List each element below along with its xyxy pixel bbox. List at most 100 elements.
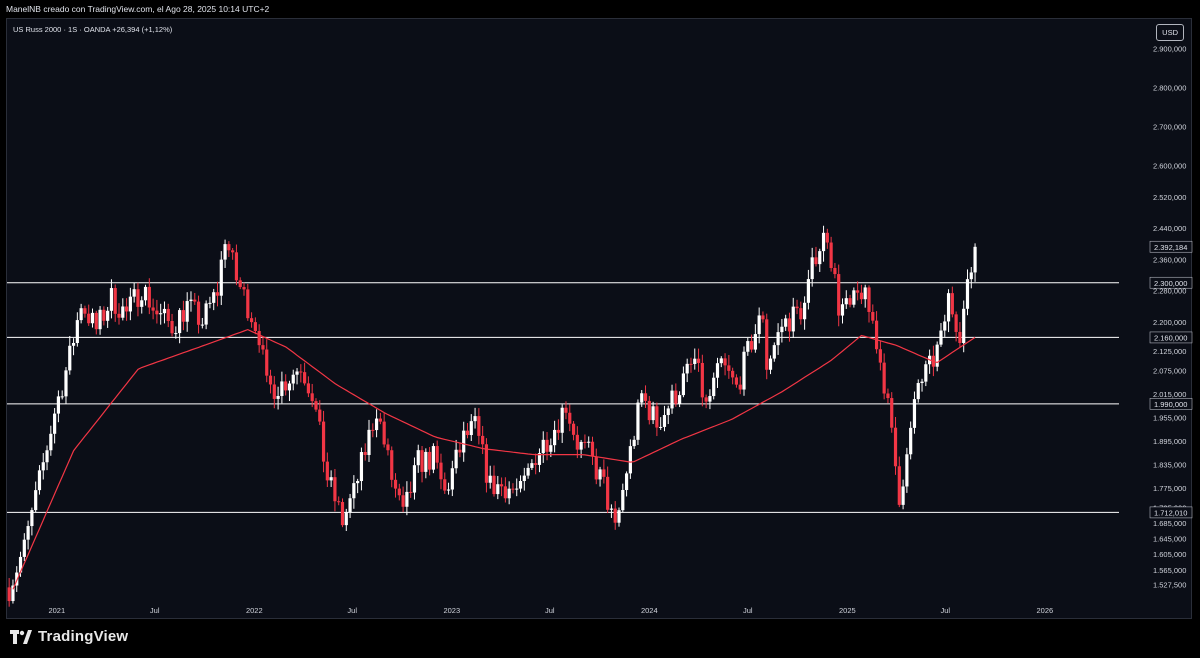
candle-body	[337, 501, 341, 503]
candle-body	[723, 358, 727, 366]
candle-body	[791, 306, 795, 332]
price-axis-label: 2.200,000	[1153, 318, 1186, 327]
candle-body	[886, 393, 890, 399]
candle-body	[424, 451, 428, 472]
level-price-tag: 2.160,000	[1154, 333, 1187, 342]
candle-body	[878, 349, 882, 363]
symbol-legend[interactable]: US Russ 2000 · 1S · OANDA +26,394 (+1,12…	[13, 25, 173, 34]
candle-body	[193, 299, 197, 302]
candle-body	[583, 441, 587, 443]
candle-body	[253, 322, 257, 331]
candle-body	[49, 433, 53, 451]
candle-body	[526, 467, 530, 476]
candle-body	[708, 396, 712, 402]
candle-body	[166, 308, 170, 322]
candle-body	[825, 232, 829, 243]
candle-body	[946, 293, 951, 322]
price-axis-label: 2.360,000	[1153, 255, 1186, 264]
candle-body	[64, 370, 68, 397]
candle-body	[545, 439, 549, 452]
candle-body	[284, 381, 288, 391]
candle-body	[515, 488, 519, 490]
candle-body	[685, 363, 689, 374]
candle-body	[208, 302, 212, 304]
candles-layer	[7, 225, 977, 607]
candle-body	[223, 244, 227, 260]
candle-body	[749, 341, 754, 350]
candle-body	[624, 473, 629, 491]
candle-body	[731, 370, 735, 378]
candle-body	[374, 418, 379, 431]
candle-body	[696, 358, 701, 363]
candle-body	[128, 296, 132, 312]
candle-body	[780, 326, 784, 333]
time-axis-label: 2021	[48, 606, 65, 615]
price-axis-label: 1.565,000	[1153, 566, 1186, 575]
candle-body	[598, 469, 602, 480]
candle-body	[378, 418, 382, 422]
candle-body	[742, 351, 746, 390]
candle-body	[465, 430, 470, 436]
candle-body	[106, 310, 110, 321]
candle-body	[560, 407, 564, 433]
candle-body	[325, 461, 329, 481]
price-axis-label: 2.440,000	[1153, 224, 1186, 233]
level-price-tag: 2.300,000	[1154, 279, 1187, 288]
candle-body	[564, 407, 568, 413]
candle-body	[806, 279, 810, 303]
candle-body	[181, 310, 186, 322]
candle-body	[499, 484, 504, 487]
candle-body	[666, 408, 670, 416]
candle-body	[765, 319, 769, 370]
candle-body	[22, 539, 26, 557]
price-axis-label: 2.125,000	[1153, 347, 1186, 356]
candle-body	[246, 289, 250, 319]
candle-body	[265, 349, 269, 376]
price-chart[interactable]: 2.900,000 2.800,000 2.700,000 2.600,000 2.52…	[7, 19, 1193, 620]
candle-body	[249, 318, 254, 323]
candle-body	[287, 383, 292, 391]
price-axis-label: 2.900,000	[1153, 44, 1186, 53]
candle-body	[124, 306, 129, 312]
price-axis-label: 1.527,500	[1153, 580, 1186, 589]
candle-body	[348, 498, 352, 513]
candle-body	[704, 397, 708, 402]
candle-body	[606, 476, 610, 510]
candle-body	[454, 449, 458, 469]
candle-body	[212, 292, 216, 303]
candle-body	[795, 306, 799, 309]
price-axis-label: 2.700,000	[1153, 123, 1186, 132]
candle-body	[94, 312, 98, 330]
candle-body	[840, 304, 845, 316]
candle-body	[140, 300, 144, 307]
candle-body	[26, 526, 30, 540]
tradingview-logo[interactable]: TradingView	[10, 628, 128, 645]
candle-body	[272, 384, 276, 399]
candle-body	[859, 292, 864, 300]
candle-body	[909, 427, 913, 455]
price-axis-label: 1.835,000	[1153, 460, 1186, 469]
price-axis-label: 1.955,000	[1153, 413, 1186, 422]
candle-body	[541, 439, 545, 454]
candle-body	[185, 301, 189, 322]
candle-body	[435, 446, 439, 463]
candle-body	[829, 242, 833, 268]
candle-body	[837, 274, 841, 316]
candle-body	[174, 333, 178, 335]
candle-body	[15, 572, 19, 586]
level-price-tag-box	[1149, 331, 1193, 344]
candle-body	[503, 486, 507, 499]
candle-body	[719, 358, 723, 364]
time-axis-label: 2025	[839, 606, 856, 615]
candle-body	[568, 412, 572, 424]
candle-body	[613, 508, 617, 523]
candle-body	[295, 371, 299, 375]
candle-body	[344, 512, 348, 526]
candle-body	[143, 286, 148, 301]
currency-button[interactable]: USD	[1156, 24, 1184, 41]
moving-average-layer	[12, 328, 976, 590]
chart-area[interactable]: 2.900,000 2.800,000 2.700,000 2.600,000 2.52…	[6, 18, 1193, 620]
candle-body	[121, 306, 125, 318]
candle-body	[632, 439, 636, 447]
candle-body	[102, 309, 106, 321]
